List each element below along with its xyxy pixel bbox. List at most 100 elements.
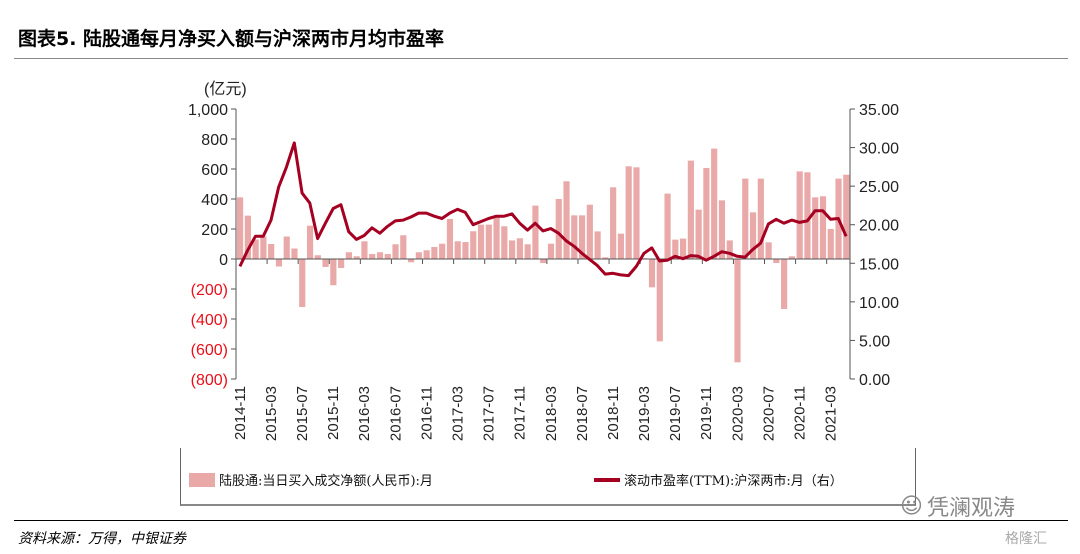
bar	[260, 236, 267, 259]
bar	[610, 187, 617, 259]
x-tick-label: 2018-07	[574, 386, 591, 441]
x-tick-label: 2016-03	[356, 386, 373, 441]
legend-item-line: 滚动市盈率(TTM):沪深两市:月（右）	[594, 470, 843, 489]
left-tick-label: 600	[201, 162, 228, 179]
bar	[547, 243, 555, 259]
source-note: 资料来源：万得，中银证券	[18, 531, 186, 547]
right-tick-label: 30.00	[859, 141, 899, 158]
bar	[268, 244, 275, 259]
chart-title: 图表5. 陆股通每月净买入额与沪深两市月均市盈率	[18, 28, 445, 50]
x-tick-label: 2018-03	[543, 386, 560, 441]
bar	[439, 243, 446, 259]
x-tick-label: 2017-07	[481, 386, 498, 441]
legend-label: 陆股通:当日买入成交净额(人民币):月	[219, 474, 433, 489]
bar	[656, 259, 663, 342]
bar	[322, 259, 329, 267]
bar	[757, 178, 764, 259]
x-tick-label: 2014-11	[232, 386, 249, 440]
bar	[773, 259, 780, 264]
bar	[485, 224, 492, 259]
bar	[586, 204, 593, 259]
bar	[734, 259, 741, 363]
bar	[578, 215, 586, 259]
bar	[400, 235, 407, 259]
bar	[252, 239, 259, 259]
bar	[244, 215, 251, 259]
bar	[726, 240, 733, 259]
bar	[625, 166, 632, 259]
bar	[415, 252, 422, 259]
bar	[711, 148, 718, 259]
bar	[742, 178, 749, 259]
bar	[291, 248, 298, 259]
legend-item-bar: 陆股通:当日买入成交净额(人民币):月	[189, 470, 433, 489]
left-tick-label: 1,000	[188, 102, 228, 119]
x-tick-label: 2021-03	[823, 386, 840, 441]
right-tick-label: 0.00	[859, 372, 890, 389]
pe-line-series	[238, 141, 848, 278]
left-tick-label: 0	[219, 252, 228, 269]
bar	[664, 193, 671, 259]
bar	[827, 229, 834, 259]
bar	[407, 259, 415, 263]
bar	[703, 167, 710, 259]
bar	[454, 241, 461, 259]
bar	[353, 256, 360, 259]
right-tick-label: 35.00	[859, 102, 899, 119]
bar	[633, 167, 640, 259]
bar	[812, 197, 819, 259]
title-divider	[14, 58, 1068, 59]
right-tick-label: 20.00	[859, 218, 899, 235]
left-tick-label: (600)	[191, 342, 228, 359]
left-axis-unit: (亿元)	[204, 80, 247, 98]
bar	[516, 238, 523, 259]
bar	[477, 224, 485, 259]
bar	[749, 212, 757, 259]
bar	[695, 209, 702, 259]
x-tick-label: 2020-03	[729, 386, 746, 441]
bar	[470, 231, 477, 259]
bar	[275, 259, 283, 267]
bar	[361, 241, 368, 259]
x-tick-label: 2019-03	[636, 386, 653, 441]
right-tick-label: 10.00	[859, 295, 899, 312]
x-tick-label: 2015-03	[263, 386, 280, 441]
legend-label: 滚动市盈率(TTM):沪深两市:月（右）	[624, 474, 843, 489]
x-tick-label: 2016-07	[387, 386, 404, 441]
bar	[617, 233, 625, 259]
bar	[796, 171, 803, 259]
right-tick-label: 15.00	[859, 256, 899, 273]
bar	[376, 252, 384, 259]
bar	[330, 259, 337, 286]
bar	[788, 256, 795, 259]
bar	[532, 205, 539, 259]
chart: 1,000 800 600 400 200 0 (200) (400) (600) (800) 35…	[188, 80, 899, 441]
watermark: ☺ 凭澜观涛	[900, 493, 1015, 522]
left-tick-label: (200)	[191, 282, 228, 299]
bar	[237, 197, 244, 259]
bar	[283, 236, 290, 259]
bar	[338, 259, 345, 268]
bar	[345, 252, 352, 259]
bar	[314, 255, 321, 259]
bar	[804, 172, 811, 259]
right-tick-label: 25.00	[859, 179, 899, 196]
x-tick-label: 2020-07	[760, 386, 777, 441]
bar	[392, 244, 399, 259]
bar	[680, 238, 687, 259]
left-tick-label: (400)	[191, 312, 228, 329]
x-tick-label: 2017-03	[450, 386, 467, 441]
bar	[423, 250, 430, 259]
bar	[462, 242, 469, 259]
axes: 1,000 800 600 400 200 0 (200) (400) (600) (800) 35…	[188, 102, 899, 441]
bar	[493, 216, 500, 259]
bar	[602, 257, 609, 259]
bar	[369, 254, 376, 259]
bar	[540, 259, 547, 264]
x-tick-label: 2016-11	[418, 386, 435, 440]
left-tick-label: 800	[201, 132, 228, 149]
bar	[299, 259, 306, 307]
x-tick-label: 2017-11	[512, 386, 529, 440]
bar	[501, 226, 508, 259]
right-tick-label: 5.00	[859, 333, 890, 350]
